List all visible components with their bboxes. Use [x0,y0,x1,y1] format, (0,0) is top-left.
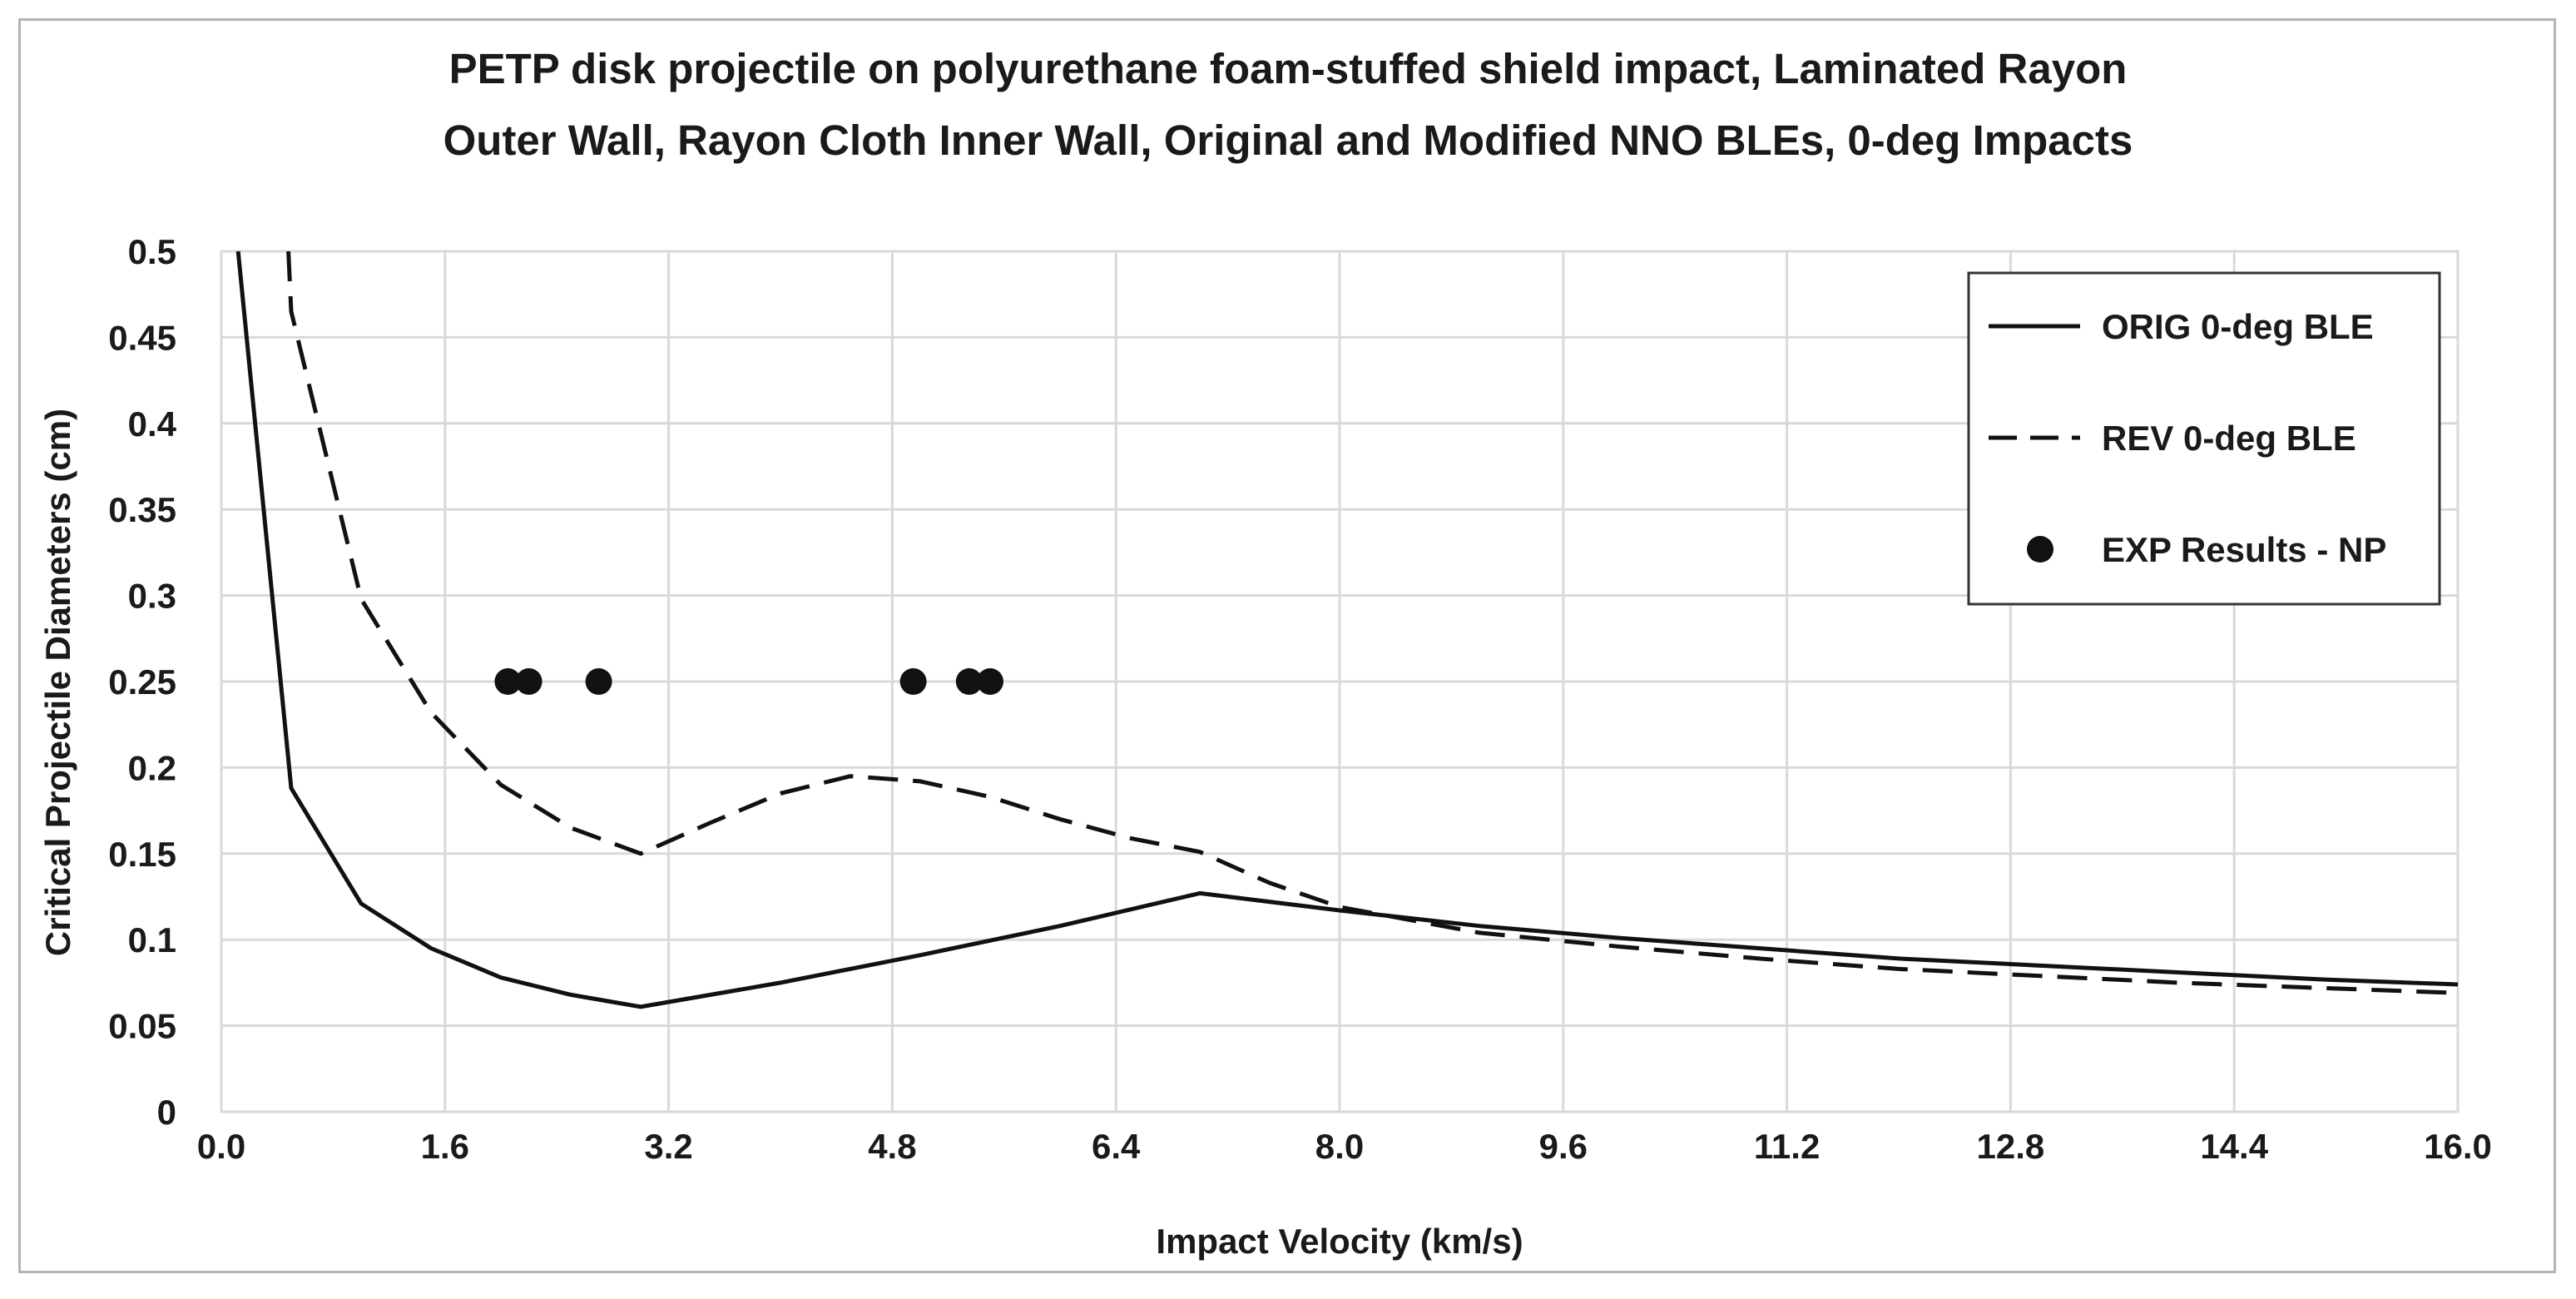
legend-swatch-exp [2027,536,2053,563]
series-layer [235,250,2459,1009]
legend-label-exp: EXP Results - NP [2102,530,2386,569]
y-tick-label: 0 [157,1093,176,1132]
legend: ORIG 0-deg BLE REV 0-deg BLE EXP Results… [1967,271,2441,606]
y-tick-label: 0.15 [108,835,176,874]
y-tick-label: 0.4 [128,404,177,444]
chart-frame [18,18,2556,1273]
exp-result-point [899,668,927,695]
chart-title-line-2: Outer Wall, Rayon Cloth Inner Wall, Orig… [443,117,2133,164]
y-tick-label: 0.3 [128,577,176,616]
orig-ble-line [235,250,2459,1009]
exp-result-point [585,668,612,695]
legend-label-rev: REV 0-deg BLE [2102,419,2356,458]
x-tick-label: 12.8 [1977,1127,2045,1166]
x-tick-label: 1.6 [421,1127,469,1166]
x-tick-label: 14.4 [2200,1127,2268,1166]
x-tick-label: 3.2 [644,1127,692,1166]
x-tick-label: 8.0 [1315,1127,1364,1166]
exp-result-point [494,668,522,695]
legend-label-orig: ORIG 0-deg BLE [2102,307,2374,346]
rev-ble-line [286,250,2459,995]
x-axis-label: Impact Velocity (km/s) [1156,1222,1523,1261]
y-tick-label: 0.35 [108,490,176,529]
y-tick-label: 0.5 [128,232,176,271]
y-tick-label: 0.45 [108,318,176,357]
y-tick-label: 0.1 [128,920,176,959]
x-tick-label: 11.2 [1754,1127,1820,1166]
x-tick-label: 16.0 [2424,1127,2492,1166]
y-tick-label: 0.25 [108,662,176,702]
x-tick-label: 6.4 [1092,1127,1141,1166]
exp-result-point [955,668,983,695]
chart-title: PETP disk projectile on polyurethane foa… [0,33,2576,176]
plot-area [220,250,2460,1113]
exp-result-point [977,668,1003,695]
x-axis-ticks: 0.0 1.6 3.2 4.8 6.4 8.0 9.6 11.2 12.8 14.4 16.0 [197,1127,2492,1166]
chart-title-line-1: PETP disk projectile on polyurethane foa… [448,45,2128,92]
y-tick-label: 0.05 [108,1007,176,1046]
y-axis-label: Critical Projectile Diameters (cm) [38,409,77,956]
exp-result-point [515,668,542,695]
x-tick-label: 4.8 [868,1127,916,1166]
y-axis-ticks: 0 0.05 0.1 0.15 0.2 0.25 0.3 0.35 0.4 0.45 0.5 [108,232,176,1132]
x-tick-label: 0.0 [197,1127,245,1166]
y-tick-label: 0.2 [128,748,176,787]
x-tick-label: 9.6 [1539,1127,1588,1166]
